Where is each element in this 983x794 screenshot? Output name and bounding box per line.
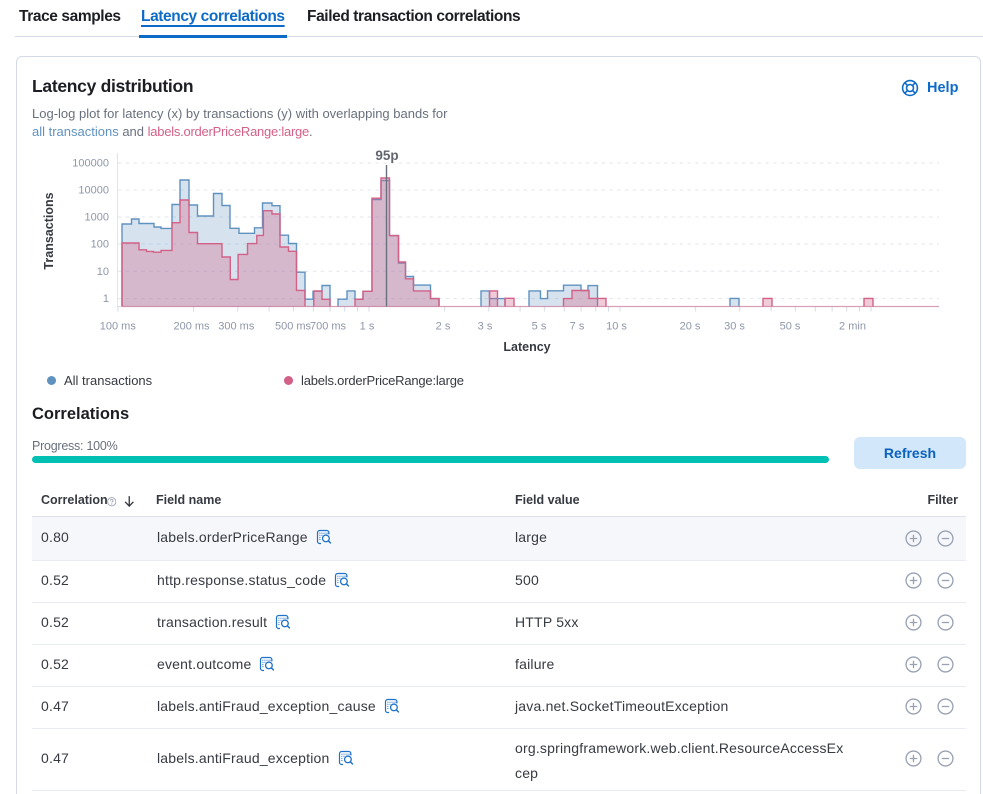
svg-text:2 s: 2 s: [436, 321, 451, 333]
svg-text:5 s: 5 s: [532, 321, 547, 333]
svg-text:50 s: 50 s: [780, 321, 801, 333]
svg-text:1: 1: [103, 293, 109, 305]
svg-text:100 ms: 100 ms: [100, 321, 137, 333]
svg-text:2 min: 2 min: [839, 321, 866, 333]
svg-text:20 s: 20 s: [680, 321, 701, 333]
svg-text:1000: 1000: [85, 212, 109, 224]
svg-text:500 ms: 500 ms: [275, 321, 312, 333]
svg-text:300 ms: 300 ms: [218, 321, 255, 333]
svg-text:200 ms: 200 ms: [173, 321, 210, 333]
svg-text:100000: 100000: [72, 158, 109, 170]
svg-text:30 s: 30 s: [724, 321, 745, 333]
svg-text:3 s: 3 s: [478, 321, 493, 333]
svg-text:10000: 10000: [78, 185, 109, 197]
svg-text:10 s: 10 s: [606, 321, 627, 333]
svg-text:10: 10: [97, 266, 109, 278]
svg-text:100: 100: [91, 239, 109, 251]
svg-text:7 s: 7 s: [570, 321, 585, 333]
svg-text:700 ms: 700 ms: [310, 321, 347, 333]
svg-text:1 s: 1 s: [360, 321, 375, 333]
